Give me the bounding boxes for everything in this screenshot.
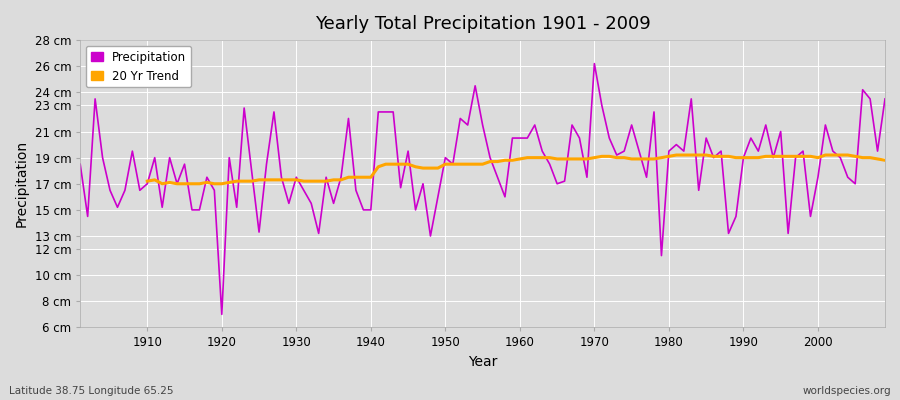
- X-axis label: Year: Year: [468, 355, 498, 369]
- Line: Precipitation: Precipitation: [80, 64, 885, 314]
- 20 Yr Trend: [857, 155, 868, 160]
- Precipitation: [350, 188, 361, 193]
- Precipitation: [522, 136, 533, 140]
- Precipitation: [619, 149, 630, 154]
- 20 Yr Trend: [291, 178, 302, 182]
- 20 Yr Trend: [142, 179, 153, 184]
- 20 Yr Trend: [671, 153, 682, 158]
- 20 Yr Trend: [589, 155, 599, 160]
- Precipitation: [134, 188, 145, 193]
- Precipitation: [515, 136, 526, 140]
- Legend: Precipitation, 20 Yr Trend: Precipitation, 20 Yr Trend: [86, 46, 191, 87]
- Precipitation: [589, 61, 599, 66]
- Text: worldspecies.org: worldspecies.org: [803, 386, 891, 396]
- Title: Yearly Total Precipitation 1901 - 2009: Yearly Total Precipitation 1901 - 2009: [315, 15, 651, 33]
- Text: Latitude 38.75 Longitude 65.25: Latitude 38.75 Longitude 65.25: [9, 386, 174, 396]
- 20 Yr Trend: [320, 179, 331, 184]
- Precipitation: [75, 162, 86, 166]
- 20 Yr Trend: [879, 158, 890, 163]
- Precipitation: [216, 312, 227, 317]
- 20 Yr Trend: [529, 155, 540, 160]
- 20 Yr Trend: [835, 153, 846, 158]
- 20 Yr Trend: [157, 181, 167, 186]
- Y-axis label: Precipitation: Precipitation: [15, 140, 29, 227]
- Precipitation: [306, 201, 317, 206]
- Line: 20 Yr Trend: 20 Yr Trend: [148, 155, 885, 184]
- Precipitation: [879, 96, 890, 101]
